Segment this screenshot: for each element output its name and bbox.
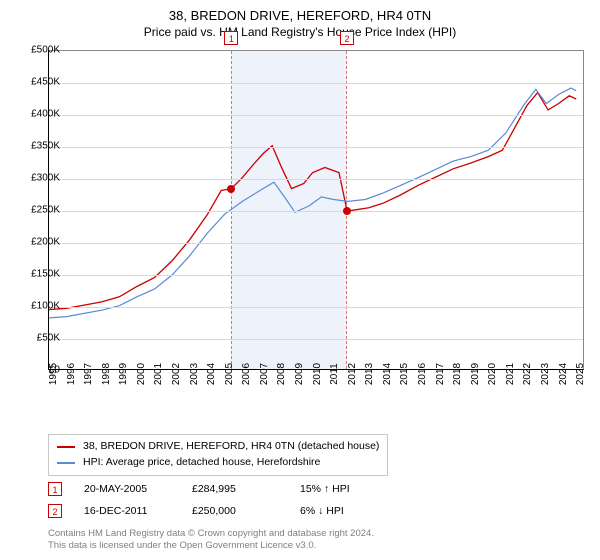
y-tick-label: £300K [31, 173, 60, 184]
x-tick-label: 2018 [452, 363, 463, 385]
x-tick-label: 2011 [329, 363, 340, 385]
y-tick-label: £200K [31, 237, 60, 248]
x-tick-label: 2002 [171, 363, 182, 385]
x-tick-label: 2008 [276, 363, 287, 385]
event-marker-box: 2 [48, 504, 62, 518]
y-tick-label: £50K [37, 333, 60, 344]
event-table: 1 20-MAY-2005 £284,995 15% ↑ HPI 2 16-DE… [48, 478, 350, 522]
x-tick-label: 2003 [189, 363, 200, 385]
y-tick-label: £0 [49, 365, 60, 376]
x-tick-label: 1996 [66, 363, 77, 385]
x-tick-label: 2013 [364, 363, 375, 385]
x-tick-label: 2005 [224, 363, 235, 385]
x-tick-label: 2025 [575, 363, 586, 385]
legend-box: 38, BREDON DRIVE, HEREFORD, HR4 0TN (det… [48, 434, 388, 476]
x-tick-label: 2009 [294, 363, 305, 385]
legend-row: 38, BREDON DRIVE, HEREFORD, HR4 0TN (det… [57, 439, 379, 455]
x-tick-label: 2012 [347, 363, 358, 385]
series-hpi [49, 88, 576, 318]
y-tick-label: £150K [31, 269, 60, 280]
y-tick-label: £450K [31, 77, 60, 88]
x-tick-label: 2000 [136, 363, 147, 385]
x-tick-label: 2010 [312, 363, 323, 385]
x-tick-label: 2023 [540, 363, 551, 385]
x-tick-label: 1998 [101, 363, 112, 385]
x-tick-label: 2020 [487, 363, 498, 385]
x-tick-label: 2022 [522, 363, 533, 385]
chart-title: 38, BREDON DRIVE, HEREFORD, HR4 0TN [0, 0, 600, 23]
x-tick-label: 2004 [206, 363, 217, 385]
x-tick-label: 2019 [470, 363, 481, 385]
y-tick-label: £400K [31, 109, 60, 120]
x-tick-label: 2015 [399, 363, 410, 385]
x-tick-label: 1997 [83, 363, 94, 385]
event-date: 16-DEC-2011 [84, 505, 170, 517]
legend-swatch [57, 462, 75, 464]
y-tick-label: £500K [31, 45, 60, 56]
legend-label: HPI: Average price, detached house, Here… [83, 455, 320, 471]
x-tick-label: 2017 [435, 363, 446, 385]
series-price_paid [49, 93, 576, 310]
event-pct: 6% ↓ HPI [300, 505, 344, 517]
y-tick-label: £350K [31, 141, 60, 152]
event-point [227, 185, 235, 193]
event-marker-box: 2 [340, 31, 354, 45]
legend-row: HPI: Average price, detached house, Here… [57, 455, 379, 471]
x-tick-label: 2024 [558, 363, 569, 385]
x-tick-label: 2016 [417, 363, 428, 385]
event-price: £284,995 [192, 483, 278, 495]
footer-attribution: Contains HM Land Registry data © Crown c… [48, 528, 374, 553]
x-tick-label: 1999 [118, 363, 129, 385]
legend-label: 38, BREDON DRIVE, HEREFORD, HR4 0TN (det… [83, 439, 379, 455]
event-date: 20-MAY-2005 [84, 483, 170, 495]
x-tick-label: 2006 [241, 363, 252, 385]
event-row: 2 16-DEC-2011 £250,000 6% ↓ HPI [48, 500, 350, 522]
footer-line: This data is licensed under the Open Gov… [48, 540, 374, 552]
x-tick-label: 2001 [153, 363, 164, 385]
legend-swatch [57, 446, 75, 448]
footer-line: Contains HM Land Registry data © Crown c… [48, 528, 374, 540]
y-tick-label: £250K [31, 205, 60, 216]
x-tick-label: 2021 [505, 363, 516, 385]
chart-container: 38, BREDON DRIVE, HEREFORD, HR4 0TN Pric… [0, 0, 600, 560]
event-marker-box: 1 [48, 482, 62, 496]
x-tick-label: 2014 [382, 363, 393, 385]
event-pct: 15% ↑ HPI [300, 483, 350, 495]
arrow-down-icon: ↓ [318, 505, 323, 517]
arrow-up-icon: ↑ [324, 483, 329, 495]
chart-area: 12 1995199619971998199920002001200220032… [48, 50, 584, 390]
event-point [343, 207, 351, 215]
plot-region: 12 [48, 50, 584, 370]
event-row: 1 20-MAY-2005 £284,995 15% ↑ HPI [48, 478, 350, 500]
x-tick-label: 2007 [259, 363, 270, 385]
chart-subtitle: Price paid vs. HM Land Registry's House … [0, 23, 600, 45]
event-marker-box: 1 [224, 31, 238, 45]
y-tick-label: £100K [31, 301, 60, 312]
event-price: £250,000 [192, 505, 278, 517]
